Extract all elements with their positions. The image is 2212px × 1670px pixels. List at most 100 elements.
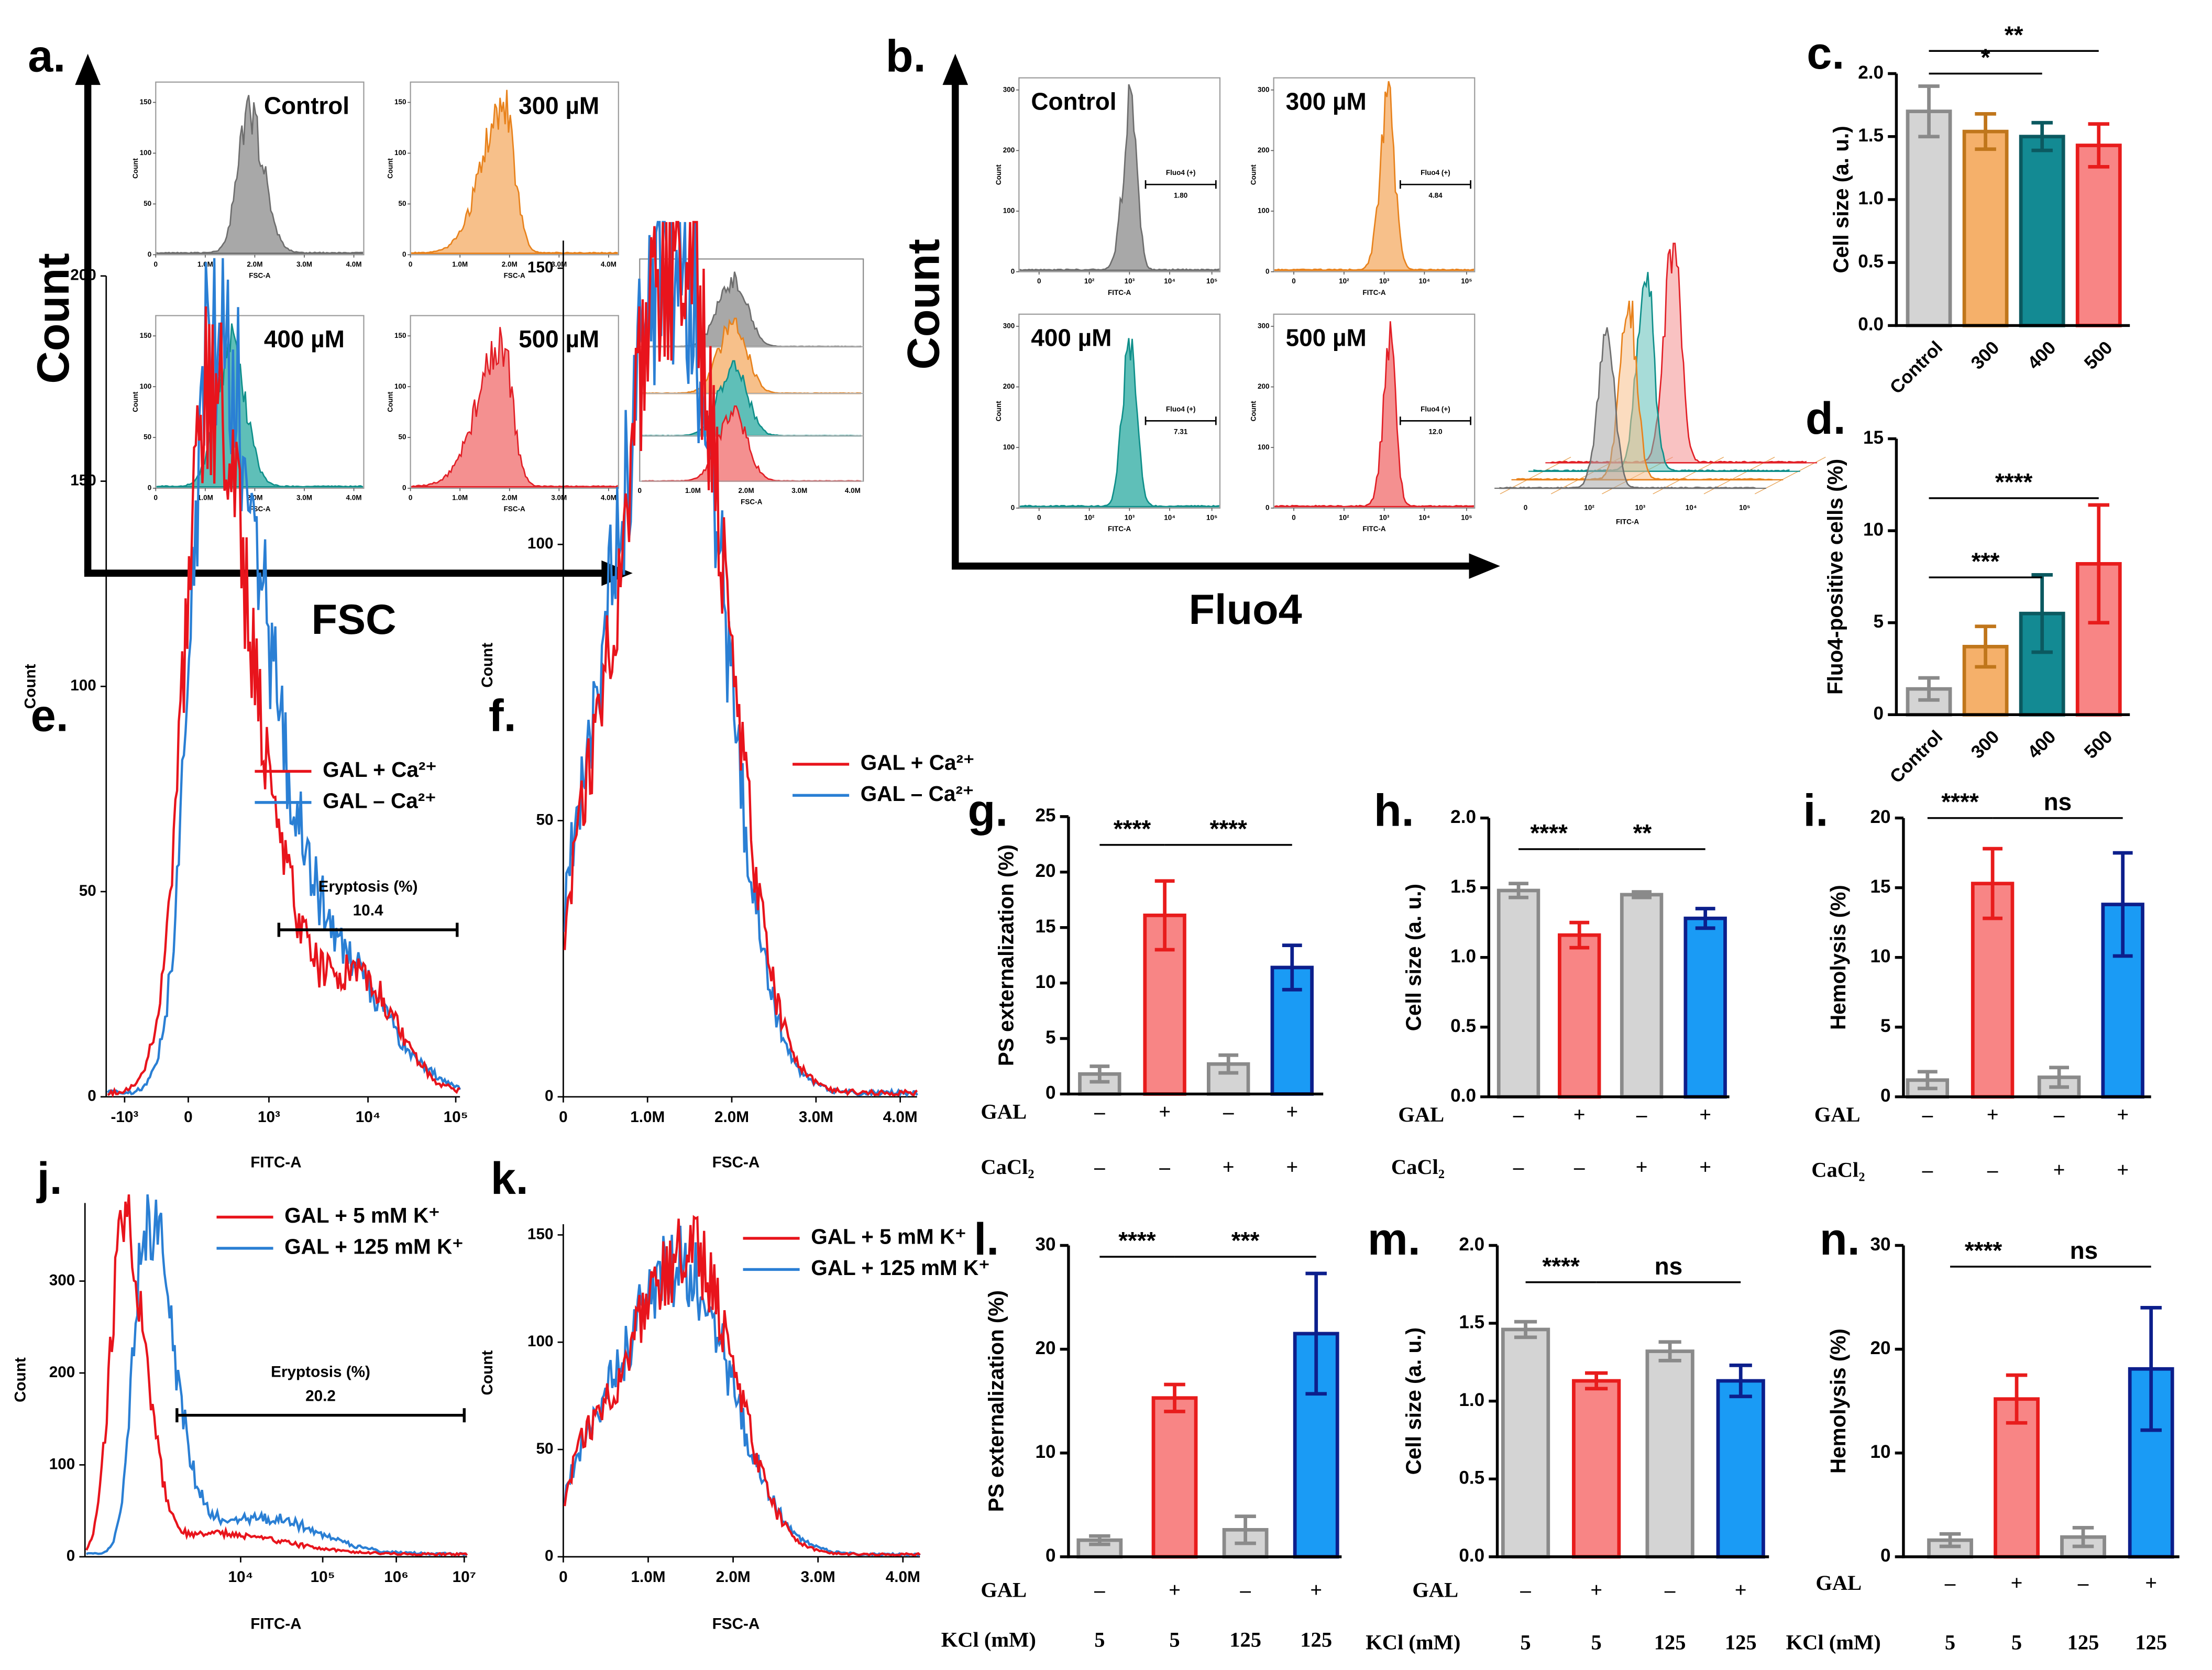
gate-value: 20.2 [305, 1387, 336, 1404]
x-tick-label: 0 [184, 1108, 193, 1126]
x-tick-label: 10⁵ [1206, 513, 1217, 521]
bar [1270, 965, 1314, 1096]
row-value: – [1513, 1103, 1524, 1126]
y-tick-label: 0 [1874, 704, 1884, 724]
y-tick-label: 150 [140, 332, 152, 339]
x-tick-label: 2.0M [247, 260, 262, 268]
y-tick-label: 200 [1003, 146, 1015, 154]
y-tick-label: 10 [1870, 946, 1891, 966]
x-tick-label: 10² [1084, 277, 1095, 285]
x-tick-label: 10² [1584, 503, 1594, 511]
bar [1645, 1349, 1694, 1559]
y-tick-label: 1.0 [1858, 188, 1884, 208]
significance-label: **** [1209, 815, 1247, 842]
y-tick-label: 10 [1863, 519, 1884, 540]
panel-label: m. [1368, 1214, 1421, 1265]
x-tick-label: 10² [1339, 513, 1349, 521]
x-tick-label: 0 [559, 1108, 568, 1126]
plot-x-label: FSC-A [741, 498, 762, 506]
y-tick-label: 150 [394, 98, 406, 106]
x-tick-label: 10⁶ [384, 1568, 409, 1586]
y-tick-label: 150 [394, 332, 406, 339]
gate-label: Fluo4 (+) [1421, 405, 1450, 413]
panel-label: d. [1806, 393, 1846, 444]
x-tick-label: 2.0M [739, 487, 754, 495]
y-tick-label: 0.5 [1459, 1468, 1484, 1488]
y-tick-label: 1.5 [1858, 125, 1884, 146]
row-label: GAL [1815, 1571, 1862, 1595]
row-value: – [1987, 1158, 1998, 1181]
sample-label: 400 µM [264, 325, 345, 353]
row-label: KCl (mM) [1786, 1631, 1881, 1654]
row-value: + [1699, 1103, 1711, 1126]
y-axis-label: Hemolysis (%) [1826, 885, 1850, 1030]
row-label: GAL [981, 1100, 1027, 1124]
plot-x-label: FITC-A [1616, 518, 1639, 525]
legend-label: GAL + Ca²⁺ [861, 751, 975, 775]
sample-label: 500 µM [1286, 324, 1367, 351]
significance-label: **** [1941, 788, 1979, 816]
row-label: CaCl₂ [1391, 1155, 1445, 1179]
y-tick-label: 300 [1003, 322, 1015, 329]
row-value: 125 [2135, 1631, 2167, 1654]
y-tick-label: 0.5 [1858, 251, 1884, 271]
significance-label: **** [1118, 1227, 1156, 1254]
sample-label: 400 µM [1031, 324, 1111, 351]
row-value: 125 [2067, 1631, 2099, 1654]
plot-x-label: FSC-A [504, 505, 525, 513]
row-value: + [1310, 1578, 1322, 1602]
bar [1501, 1327, 1550, 1559]
x-tick-label: 10³ [1379, 277, 1390, 285]
y-tick-label: 0 [1046, 1545, 1056, 1566]
gate-value: 4.84 [1428, 191, 1443, 199]
legend-label: GAL – Ca²⁺ [323, 789, 436, 813]
x-axis-label: FSC-A [712, 1154, 760, 1171]
row-value: – [1223, 1100, 1234, 1124]
y-tick-label: 0 [1046, 1083, 1056, 1103]
row-value: – [1094, 1155, 1105, 1179]
y-tick-label: 100 [1258, 443, 1270, 451]
row-value: – [1573, 1155, 1585, 1179]
panel-label: g. [967, 785, 1008, 836]
y-axis-label: PS externalization (%) [984, 1290, 1008, 1512]
row-value: 5 [1520, 1631, 1531, 1654]
y-tick-label: 30 [1036, 1234, 1056, 1255]
y-tick-label: 200 [1003, 382, 1015, 390]
x-tick-label: 4.0M [845, 487, 861, 495]
significance-label: **** [1995, 468, 2033, 496]
histogram [411, 327, 618, 488]
histogram [1274, 321, 1474, 508]
gate-value: 10.4 [353, 902, 383, 919]
x-tick-label: 10⁵ [1461, 277, 1472, 285]
y-tick-label: 1.5 [1450, 876, 1476, 897]
panel-label: f. [489, 690, 516, 741]
x-tick-label: 10⁴ [1686, 503, 1697, 511]
x-axis-label: FITC-A [250, 1615, 301, 1632]
y-axis-label: Count [479, 643, 496, 688]
histogram-trace [107, 306, 460, 1098]
histogram-trace [563, 1215, 921, 1557]
row-value: – [1664, 1578, 1676, 1602]
x-tick-label: 0 [409, 494, 413, 502]
panel-label: b. [886, 31, 926, 81]
legend-label: GAL + 5 mM K⁺ [811, 1225, 966, 1249]
y-axis-label: Count [12, 1357, 29, 1402]
y-axis-label: Cell size (a. u.) [1402, 1327, 1426, 1475]
y-tick-label: 0 [1880, 1545, 1891, 1566]
row-value: 5 [1094, 1628, 1105, 1651]
arrow-head [1469, 553, 1500, 579]
significance-label: *** [1231, 1227, 1260, 1254]
y-tick-label: 300 [1258, 322, 1270, 329]
row-value: – [1094, 1100, 1105, 1124]
x-tick-label: 1.0M [197, 494, 213, 502]
y-tick-label: 0 [67, 1547, 75, 1565]
y-tick-label: 100 [70, 677, 96, 694]
row-label: KCl (mM) [941, 1628, 1036, 1651]
y-tick-label: 50 [536, 811, 553, 828]
y-tick-label: 50 [398, 200, 406, 207]
y-tick-label: 2.0 [1858, 62, 1884, 83]
bar [1496, 888, 1540, 1099]
x-tick-label: 10³ [1379, 513, 1390, 521]
x-tick-label: 1.0M [452, 494, 468, 502]
